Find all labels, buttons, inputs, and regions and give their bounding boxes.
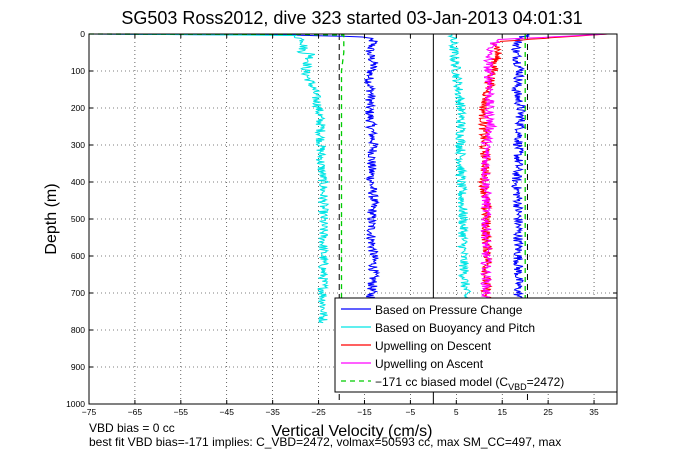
x-tick-label-6: −15 bbox=[357, 407, 372, 417]
y-tick-label-5: 500 bbox=[71, 214, 85, 224]
y-axis-label: Depth (m) bbox=[43, 183, 60, 254]
y-tick-label-1: 100 bbox=[71, 66, 85, 76]
series-line-3 bbox=[447, 33, 472, 301]
footer-bias-text: VBD bias = 0 cc bbox=[89, 421, 175, 435]
x-tick-label-4: −35 bbox=[265, 407, 280, 417]
axis-ticks: −75 −65 −55 −45 −35 −25 −15 −5 5 15 25 350100200300… bbox=[66, 29, 617, 417]
x-tick-label-5: −25 bbox=[311, 407, 326, 417]
series-line-2 bbox=[510, 33, 531, 301]
y-tick-label-4: 400 bbox=[71, 177, 85, 187]
x-tick-label-9: 15 bbox=[497, 407, 507, 417]
chart-title: SG503 Ross2012, dive 323 started 03-Jan-… bbox=[121, 8, 582, 28]
legend-suffix: =2472) bbox=[527, 375, 565, 389]
legend-label-1: Based on Buoyancy and Pitch bbox=[375, 321, 535, 335]
x-tick-label-2: −55 bbox=[174, 407, 189, 417]
y-tick-label-6: 600 bbox=[71, 251, 85, 261]
series-line-4 bbox=[477, 33, 608, 301]
legend: Based on Pressure Change Based on Buoyanc… bbox=[334, 297, 618, 393]
series-line-6 bbox=[88, 33, 345, 316]
x-tick-label-7: −5 bbox=[406, 407, 416, 417]
series-layer bbox=[88, 33, 608, 324]
y-tick-label-9: 900 bbox=[71, 362, 85, 372]
x-tick-label-11: 35 bbox=[589, 407, 599, 417]
y-tick-label-0: 0 bbox=[80, 29, 85, 39]
legend-subscript: VBD bbox=[508, 382, 527, 392]
x-axis-label: Vertical Velocity (cm/s) bbox=[272, 423, 433, 440]
legend-label-3: Upwelling on Ascent bbox=[375, 357, 484, 371]
x-tick-label-1: −65 bbox=[128, 407, 143, 417]
x-tick-label-0: −75 bbox=[82, 407, 97, 417]
y-tick-label-3: 300 bbox=[71, 140, 85, 150]
y-tick-label-10: 1000 bbox=[66, 399, 85, 409]
series-line-0 bbox=[88, 33, 381, 301]
footer-bestfit-text: best fit VBD bias=-171 implies: C_VBD=24… bbox=[89, 435, 561, 449]
legend-label-2: Upwelling on Descent bbox=[375, 339, 492, 353]
series-line-1 bbox=[88, 33, 330, 324]
x-tick-label-3: −45 bbox=[220, 407, 235, 417]
y-tick-label-2: 200 bbox=[71, 103, 85, 113]
legend-label-0: Based on Pressure Change bbox=[375, 303, 523, 317]
x-tick-label-10: 25 bbox=[543, 407, 553, 417]
x-tick-label-8: 5 bbox=[454, 407, 459, 417]
y-tick-label-8: 800 bbox=[71, 325, 85, 335]
y-tick-label-7: 700 bbox=[71, 288, 85, 298]
series-line-5 bbox=[480, 33, 608, 301]
legend-box bbox=[334, 297, 618, 393]
